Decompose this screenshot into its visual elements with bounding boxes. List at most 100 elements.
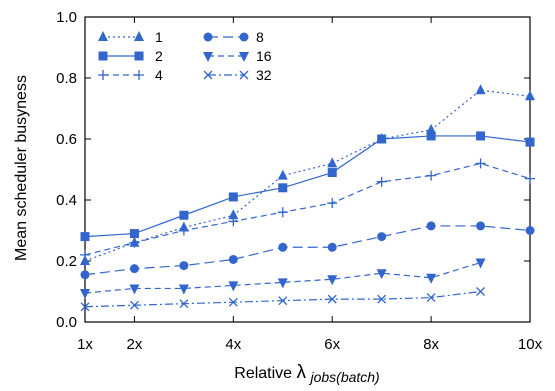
series-16: [80, 258, 486, 300]
x-axis-title-lambda: λ: [297, 362, 307, 383]
data-point: [476, 287, 486, 296]
data-point: [278, 242, 288, 252]
data-point: [327, 157, 338, 168]
series-1: [80, 84, 535, 265]
legend: 1 2 4 8 16 32: [98, 29, 272, 83]
data-point: [476, 221, 486, 231]
data-point: [179, 261, 189, 271]
data-point: [179, 299, 189, 309]
x-axis-title-subscript: jobs(batch): [308, 369, 379, 385]
data-point: [475, 158, 486, 169]
data-point: [228, 192, 238, 202]
legend-marker: [203, 52, 213, 62]
y-tick-label: 0.2: [56, 253, 77, 270]
data-point: [277, 278, 288, 289]
legend-marker: [98, 51, 108, 61]
legend-marker: [203, 70, 213, 80]
data-point: [327, 198, 338, 209]
legend-label: 4: [155, 67, 163, 83]
series-2: [80, 131, 535, 242]
data-point: [377, 294, 387, 304]
legend-item: 16: [203, 48, 272, 64]
data-point: [178, 284, 189, 295]
data-point: [129, 264, 139, 274]
data-point: [475, 84, 486, 95]
data-point: [426, 170, 437, 181]
data-point: [228, 281, 239, 292]
x-tick-label: 2x: [127, 336, 143, 353]
legend-marker: [203, 32, 213, 42]
legend-label: 32: [256, 67, 272, 83]
data-point: [129, 284, 140, 295]
data-point: [80, 289, 90, 300]
data-point: [277, 207, 288, 218]
data-point: [228, 209, 239, 220]
data-point: [426, 293, 436, 303]
data-point: [525, 173, 535, 184]
legend-item: 1: [98, 29, 163, 45]
series-line: [84, 261, 481, 294]
series-line: [84, 290, 481, 308]
data-point: [179, 210, 189, 220]
series-line: [84, 225, 531, 276]
data-point: [80, 249, 90, 260]
legend-label: 16: [256, 48, 272, 64]
data-point: [475, 258, 486, 269]
y-axis-ticks: 0.0 0.2 0.4 0.6 0.8 1.0: [56, 9, 530, 331]
y-tick-label: 1.0: [56, 9, 77, 26]
data-point: [426, 131, 436, 141]
y-tick-label: 0.6: [56, 131, 77, 148]
x-axis-ticks: 1x 2x 4x 6x 8x 10x: [77, 17, 543, 353]
legend-marker: [239, 52, 249, 62]
x-tick-label: 8x: [423, 336, 439, 353]
plot-frame: [84, 16, 531, 323]
data-point: [327, 242, 337, 252]
data-point: [129, 229, 139, 239]
legend-item: 32: [203, 67, 272, 83]
plot-area: [84, 16, 531, 323]
legend-marker: [98, 31, 108, 41]
data-point: [327, 294, 337, 304]
x-tick-label: 1x: [77, 336, 93, 353]
series-layer: [80, 84, 535, 312]
legend-item: 4: [98, 67, 163, 83]
y-tick-label: 0.0: [56, 314, 77, 331]
legend-item: 8: [203, 29, 264, 45]
series-line: [84, 135, 531, 238]
data-point: [80, 270, 90, 280]
data-point: [129, 237, 140, 248]
x-axis-title: Relative λ jobs(batch): [234, 362, 379, 385]
y-tick-label: 0.4: [56, 192, 77, 209]
data-point: [525, 90, 535, 101]
data-point: [278, 296, 288, 306]
data-point: [228, 216, 239, 227]
x-tick-label: 4x: [225, 336, 241, 353]
data-point: [376, 176, 387, 187]
legend-marker: [239, 32, 249, 42]
x-tick-label: 6x: [324, 336, 340, 353]
data-point: [376, 269, 387, 280]
data-point: [426, 273, 437, 284]
data-point: [80, 302, 90, 312]
legend-label: 8: [256, 29, 264, 45]
legend-label: 2: [155, 48, 163, 64]
series-line: [84, 162, 531, 256]
legend-item: 2: [98, 48, 163, 64]
x-tick-label: 10x: [518, 336, 543, 353]
data-point: [278, 183, 288, 193]
data-point: [327, 275, 338, 286]
data-point: [129, 300, 139, 310]
data-point: [377, 134, 387, 144]
data-point: [426, 123, 437, 134]
x-axis-title-prefix: Relative: [234, 365, 296, 382]
legend-marker: [134, 31, 144, 41]
y-axis-title: Mean scheduler busyness: [13, 75, 30, 261]
data-point: [80, 232, 90, 242]
legend-marker: [134, 51, 144, 61]
data-point: [525, 226, 535, 235]
y-tick-label: 0.8: [56, 70, 77, 87]
legend-marker: [134, 70, 144, 80]
data-point: [228, 254, 238, 264]
legend-marker: [98, 70, 108, 80]
